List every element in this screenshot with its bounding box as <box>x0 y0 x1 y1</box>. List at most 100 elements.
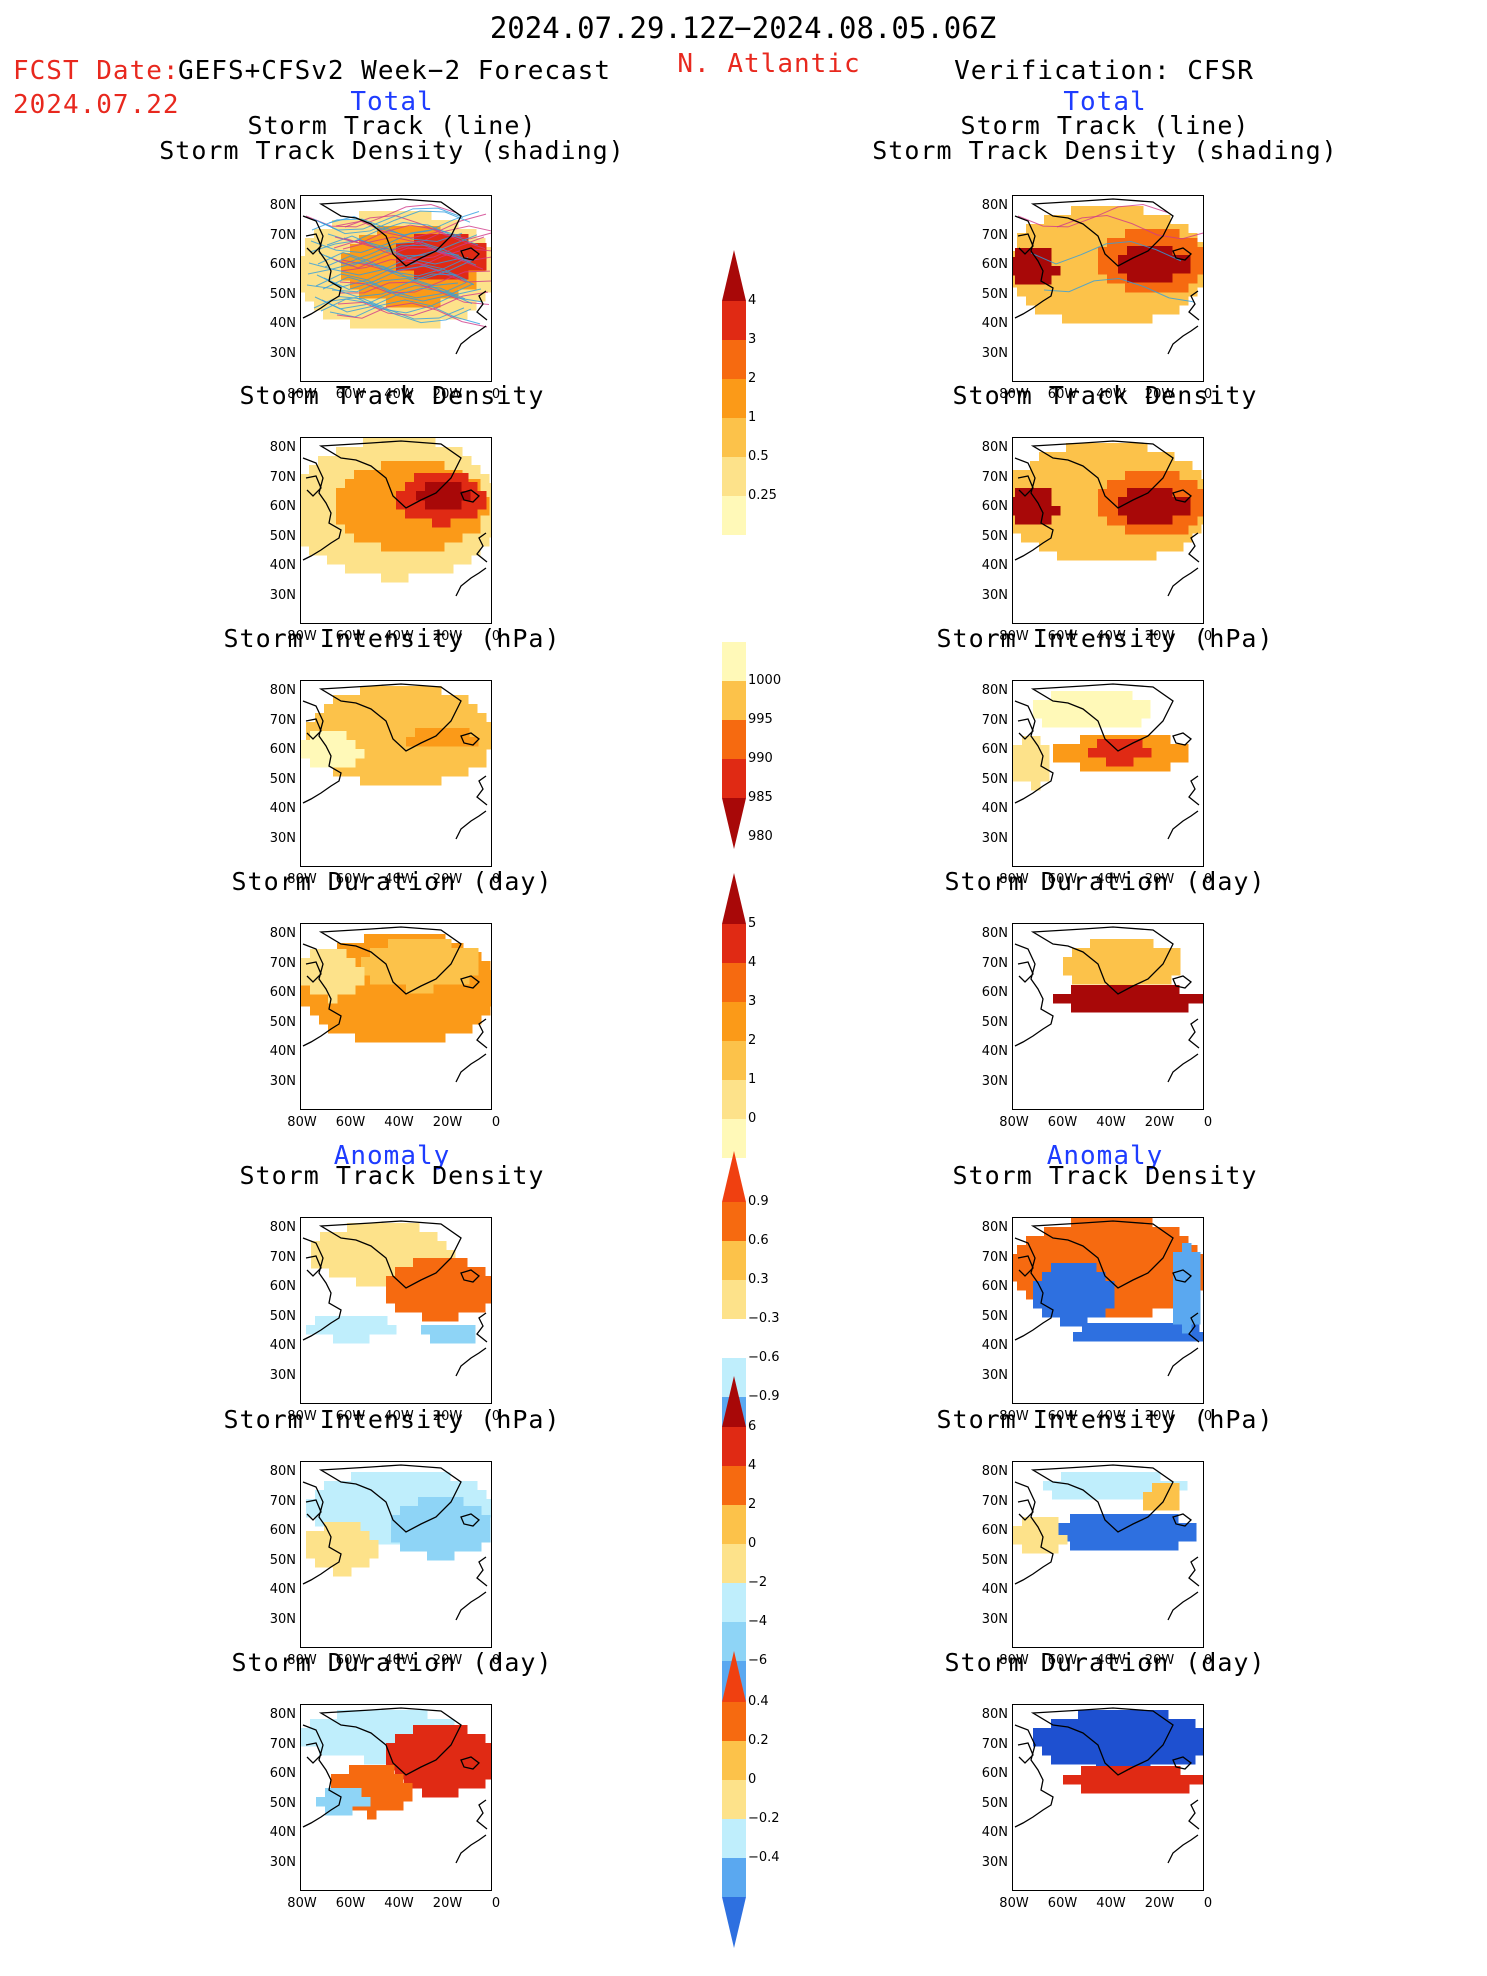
shade-cell <box>382 997 392 1007</box>
shade-cell <box>318 456 328 466</box>
shade-cell <box>1057 533 1067 543</box>
shade-cell <box>369 731 379 741</box>
shade-cell <box>1114 709 1124 719</box>
shade-cell <box>454 988 464 998</box>
shade-cell <box>1125 1272 1135 1282</box>
shade-cell <box>1135 1784 1145 1794</box>
shade-cell <box>342 731 352 741</box>
shade-cell <box>433 939 443 949</box>
shade-cell <box>1098 287 1108 297</box>
shade-cell <box>1150 1710 1160 1720</box>
shade-cell <box>1072 966 1082 976</box>
shade-cell <box>1161 471 1171 481</box>
shade-cell <box>1080 735 1090 745</box>
shade-cell <box>385 1792 395 1802</box>
shade-cell <box>1124 1541 1134 1551</box>
shade-cell <box>1022 736 1032 746</box>
shade-cell <box>324 1481 334 1491</box>
shade-cell <box>428 1232 438 1242</box>
coastline <box>305 1255 322 1277</box>
shade-cell <box>1106 1490 1116 1500</box>
shade-cell <box>1170 516 1180 526</box>
shade-cell <box>394 1774 404 1784</box>
shade-cell <box>1192 470 1202 480</box>
shade-cell <box>367 1792 377 1802</box>
colorbar-segment <box>722 1002 746 1041</box>
shade-cell <box>1197 265 1203 275</box>
lon-tick-label: 0 <box>491 1896 501 1911</box>
shade-cell <box>1143 1492 1153 1502</box>
shade-cell <box>360 1490 370 1500</box>
shade-cell <box>1042 248 1052 258</box>
shade-cell <box>396 1481 406 1491</box>
shade-cell <box>360 1540 370 1550</box>
shade-cell <box>1051 1308 1061 1318</box>
shade-cell <box>462 524 472 534</box>
shade-cell <box>397 975 407 985</box>
shade-cell <box>431 298 441 308</box>
shade-cell <box>390 470 400 480</box>
shade-cell <box>368 211 378 221</box>
shade-cell <box>1079 1472 1089 1482</box>
shade-cell <box>1179 274 1189 284</box>
shade-cell <box>405 491 415 501</box>
shade-cell <box>406 957 416 967</box>
shade-cell <box>342 767 352 777</box>
shade-cell <box>382 1737 392 1747</box>
shade-cell <box>422 1788 432 1798</box>
lon-tick-label: 80W <box>287 1653 317 1668</box>
shade-cell <box>477 1490 487 1500</box>
shade-cell <box>471 465 481 475</box>
shade-cell <box>351 722 361 732</box>
shade-cell <box>468 243 478 253</box>
shade-cell <box>1125 206 1135 216</box>
shade-cell <box>1163 246 1173 256</box>
shade-cell <box>1044 233 1054 243</box>
shade-cell <box>1133 739 1143 749</box>
shade-cell <box>1161 1254 1171 1264</box>
lon-tick-label: 20W <box>1144 629 1175 644</box>
shade-cell <box>1179 525 1189 535</box>
shade-cell <box>485 247 491 257</box>
shade-cell <box>1115 1490 1125 1500</box>
coastline <box>305 233 322 255</box>
shade-cell <box>1142 1514 1152 1524</box>
shade-cell <box>437 1241 447 1251</box>
colorbar-tick-label: 2 <box>748 1033 757 1048</box>
shade-cell <box>1051 709 1061 719</box>
shade-cell <box>378 686 388 696</box>
shade-cell <box>1084 506 1094 516</box>
shade-cell <box>436 1033 446 1043</box>
shade-cell <box>385 1783 395 1793</box>
shade-cell <box>360 1531 370 1541</box>
shade-cell <box>457 1334 467 1344</box>
shade-cell <box>355 997 365 1007</box>
shade-cell <box>459 758 469 768</box>
shade-cell <box>459 1490 469 1500</box>
shade-cell <box>1191 1288 1201 1298</box>
shade-cell <box>408 542 418 552</box>
shade-cell <box>436 1506 446 1516</box>
map-shading <box>301 438 491 597</box>
shade-cell <box>1153 1766 1163 1776</box>
shade-cell <box>1186 1728 1196 1738</box>
shade-cell <box>1132 1746 1142 1756</box>
shade-cell <box>1132 1737 1142 1747</box>
shade-cell <box>481 988 491 998</box>
shade-cell <box>430 1334 440 1344</box>
shade-cell <box>363 470 373 480</box>
shade-cell <box>387 740 397 750</box>
shade-cell <box>372 470 382 480</box>
storm-track-line <box>1043 277 1195 303</box>
shade-cell <box>405 758 415 768</box>
shade-cell <box>390 573 400 583</box>
shade-cell <box>1102 452 1112 462</box>
shade-cell <box>364 988 374 998</box>
shade-cell <box>387 749 397 759</box>
lon-tick-label: 60W <box>1047 872 1078 887</box>
shade-cell <box>1116 516 1126 526</box>
shade-cell <box>354 479 364 489</box>
shade-cell <box>1115 1514 1125 1524</box>
shade-cell <box>404 1770 414 1780</box>
shade-cell <box>426 564 436 574</box>
